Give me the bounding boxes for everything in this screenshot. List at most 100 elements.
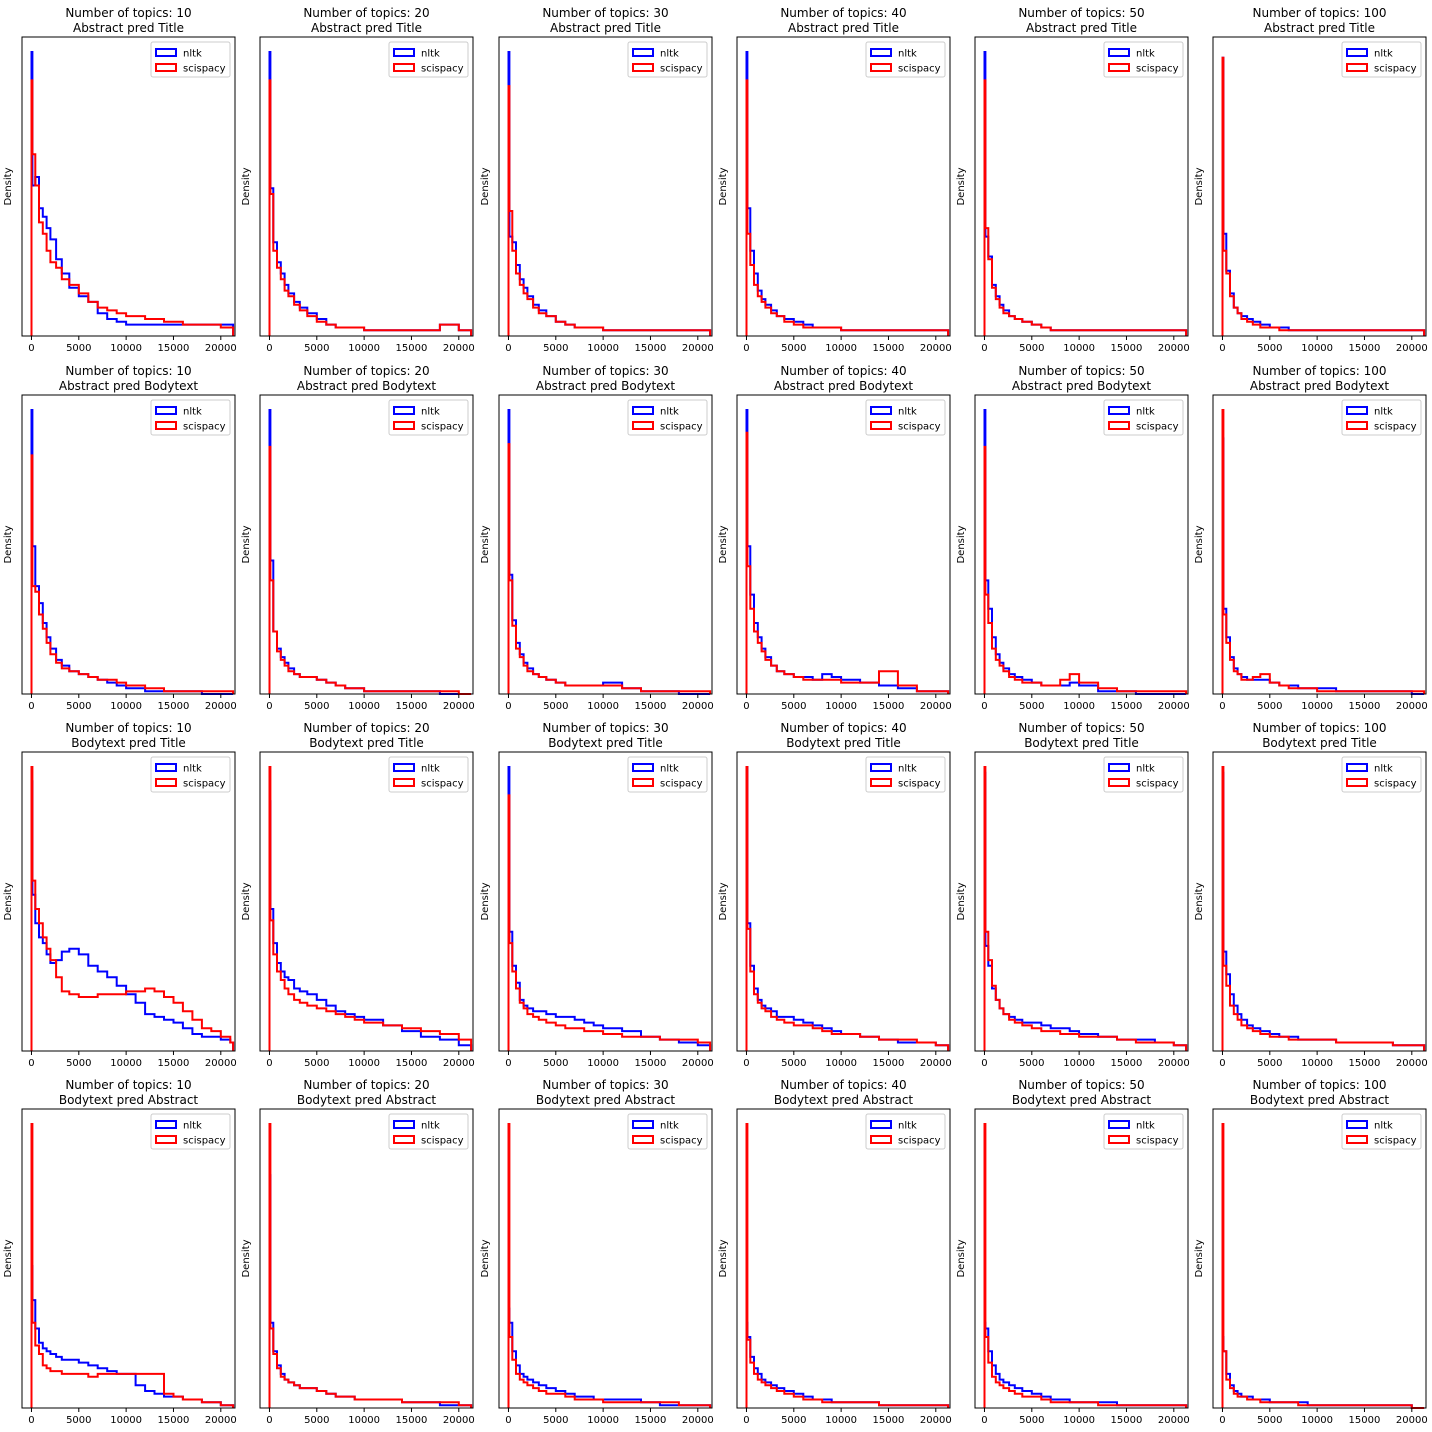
series-line-nltk — [268, 51, 473, 336]
legend: nltk scispacy — [1103, 756, 1184, 793]
x-tick-label: 15000 — [158, 701, 190, 712]
legend-swatch-nltk — [155, 763, 177, 772]
series-line-nltk — [268, 409, 472, 695]
panel-subtitle: Bodytext pred Title — [1024, 736, 1139, 750]
panel-subtitle: Bodytext pred Abstract — [59, 1093, 199, 1107]
axes-frame — [498, 394, 713, 695]
legend-swatch-scispacy — [870, 421, 892, 430]
panel-subtitle: Abstract pred Bodytext — [1012, 379, 1152, 393]
panel-subtitle: Abstract pred Title — [550, 21, 661, 35]
x-tick-label: 10000 — [1063, 1415, 1095, 1426]
x-tick-label: 20000 — [920, 343, 952, 354]
series-line-nltk — [1221, 437, 1425, 695]
panel-title: Number of topics: 20 — [303, 6, 429, 20]
legend-label: scispacy — [1136, 1136, 1179, 1147]
axes-frame — [1212, 751, 1427, 1052]
x-tick-label: 20000 — [443, 1058, 475, 1069]
legend: nltk scispacy — [865, 1113, 946, 1150]
series-line-scispacy — [1221, 766, 1426, 1051]
legend-swatch-nltk — [155, 1120, 177, 1129]
x-tick-label: 15000 — [873, 343, 905, 354]
x-tick-label: 10000 — [1301, 1415, 1333, 1426]
legend-box — [865, 756, 946, 793]
panel-title: Number of topics: 10 — [65, 721, 191, 735]
x-tick-label: 5000 — [1257, 701, 1282, 712]
legend-swatch-scispacy — [393, 421, 415, 430]
x-tick-label: 0 — [505, 343, 511, 354]
axes-frame — [974, 1108, 1189, 1409]
x-tick-label: 0 — [1219, 1058, 1225, 1069]
legend-box — [1103, 41, 1184, 78]
legend-label: nltk — [421, 764, 440, 775]
x-tick-label: 20000 — [920, 1415, 952, 1426]
x-tick-label: 5000 — [304, 1058, 329, 1069]
x-tick-label: 20000 — [205, 701, 237, 712]
axes-frame — [736, 1108, 951, 1409]
x-tick-label: 20000 — [682, 343, 714, 354]
x-tick-label: 5000 — [1257, 1058, 1282, 1069]
x-tick-label: 0 — [266, 701, 272, 712]
series-line-scispacy — [745, 431, 950, 694]
axes-frame — [498, 751, 713, 1052]
series-line-nltk — [983, 409, 1187, 695]
x-tick-label: 20000 — [443, 701, 475, 712]
series-line-nltk — [983, 771, 1188, 1051]
legend: nltk scispacy — [388, 41, 469, 78]
legend-box — [865, 41, 946, 78]
legend-box — [150, 41, 231, 78]
series-line-nltk — [268, 1174, 473, 1408]
panel-title: Number of topics: 30 — [542, 1078, 668, 1092]
x-tick-label: 15000 — [635, 343, 667, 354]
x-tick-label: 10000 — [825, 1415, 857, 1426]
legend-swatch-nltk — [1346, 406, 1368, 415]
panel-title: Number of topics: 50 — [1018, 1078, 1144, 1092]
panel-title: Number of topics: 10 — [65, 1078, 191, 1092]
axes-frame — [498, 1108, 713, 1409]
legend-swatch-scispacy — [632, 421, 654, 430]
axes-frame — [498, 36, 713, 337]
legend-label: scispacy — [421, 422, 464, 433]
axes-frame — [974, 751, 1189, 1052]
x-tick-label: 0 — [743, 701, 749, 712]
legend-swatch-scispacy — [870, 1135, 892, 1144]
x-tick-label: 5000 — [1257, 343, 1282, 354]
series-line-nltk — [983, 1321, 1188, 1408]
legend: nltk scispacy — [1341, 756, 1422, 793]
x-tick-label: 5000 — [304, 343, 329, 354]
x-tick-label: 10000 — [587, 1058, 619, 1069]
series-line-nltk — [745, 766, 950, 1051]
legend-swatch-scispacy — [870, 63, 892, 72]
series-line-nltk — [507, 51, 712, 336]
legend-box — [388, 1113, 469, 1150]
legend: nltk scispacy — [627, 41, 708, 78]
series-line-scispacy — [983, 766, 1188, 1051]
series-line-scispacy — [30, 766, 235, 1051]
series-line-scispacy — [1221, 409, 1426, 694]
x-tick-label: 20000 — [1158, 701, 1190, 712]
legend-swatch-scispacy — [1346, 778, 1368, 787]
legend: nltk scispacy — [627, 399, 708, 436]
x-tick-label: 5000 — [66, 701, 91, 712]
x-tick-label: 0 — [1219, 701, 1225, 712]
x-tick-label: 10000 — [110, 1415, 142, 1426]
series-line-nltk — [30, 780, 235, 1051]
axes-frame — [21, 36, 236, 337]
panel-title: Number of topics: 30 — [542, 721, 668, 735]
legend-label: scispacy — [183, 1136, 226, 1147]
legend-label: scispacy — [1374, 779, 1417, 790]
x-tick-label: 20000 — [1158, 1058, 1190, 1069]
axes-frame — [259, 751, 474, 1052]
legend-swatch-scispacy — [1346, 1135, 1368, 1144]
x-tick-label: 15000 — [396, 1415, 428, 1426]
y-axis-label: Density — [956, 1239, 967, 1277]
x-tick-label: 0 — [1219, 343, 1225, 354]
